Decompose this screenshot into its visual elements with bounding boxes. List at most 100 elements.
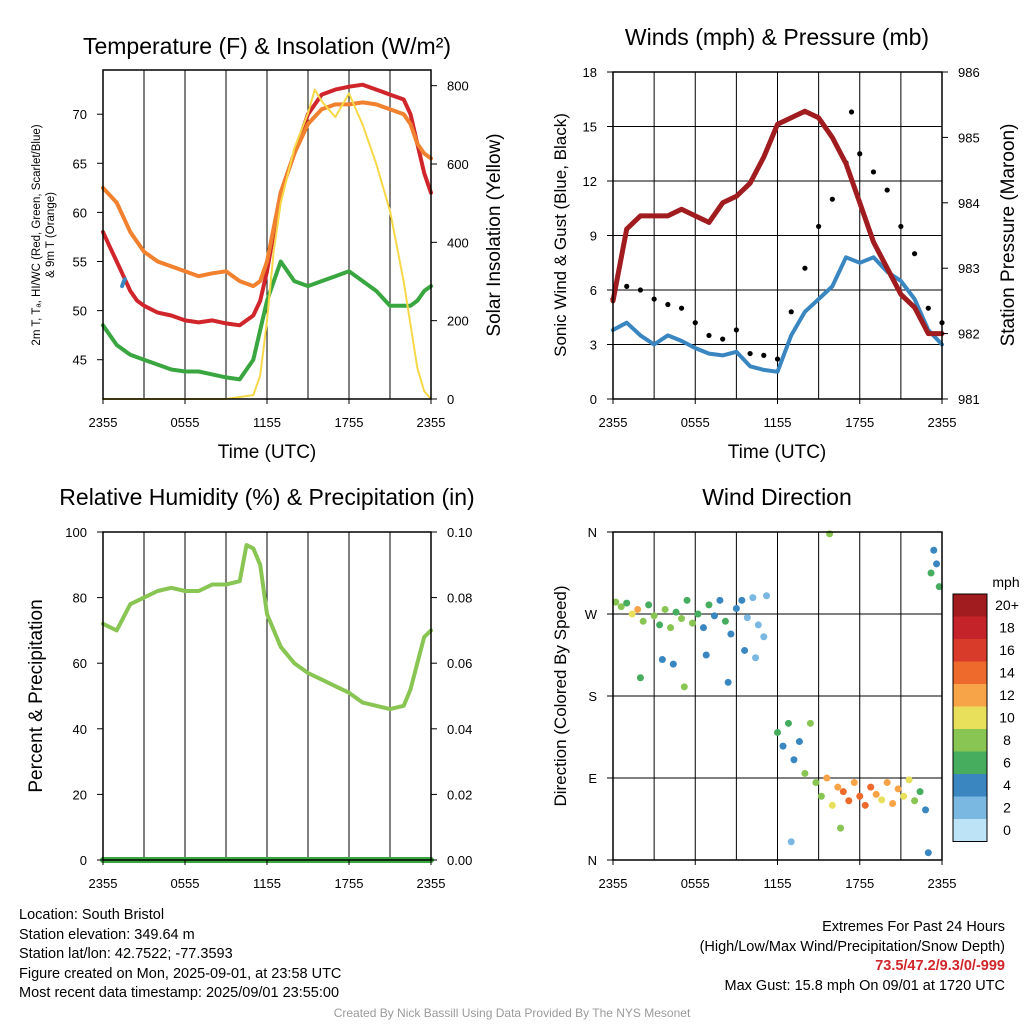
station-location: Location: South Bristol xyxy=(19,907,165,923)
direction-point xyxy=(650,612,658,620)
dir-ytick-label: E xyxy=(588,771,597,786)
direction-point xyxy=(645,601,653,609)
direction-point xyxy=(636,674,644,682)
direction-point xyxy=(900,792,908,800)
wind-ytick-label: 18 xyxy=(583,65,597,80)
wind-series-group xyxy=(610,108,945,374)
colorbar-swatch xyxy=(953,661,987,684)
direction-point xyxy=(828,801,836,809)
rh-ylabel-left: Percent & Precipitation xyxy=(26,599,47,792)
direction-point xyxy=(795,738,803,746)
direction-point xyxy=(823,774,831,782)
direction-point xyxy=(724,678,732,686)
extremes-values: 73.5/47.2/9.3/0/-999 xyxy=(875,958,1005,974)
colorbar-swatch xyxy=(953,706,987,729)
direction-point xyxy=(850,779,858,787)
rh-xtick-label: 2355 xyxy=(417,876,446,891)
colorbar-swatch xyxy=(953,819,987,842)
colorbar-label: 12 xyxy=(999,687,1015,703)
wind-ytick-label: 12 xyxy=(583,174,597,189)
direction-point xyxy=(702,651,710,659)
colorbar: 20+ 18 16 14 12 10 8 6 4 2 0 xyxy=(952,593,1019,842)
direction-point xyxy=(790,756,798,764)
colorbar-label: 6 xyxy=(1003,755,1011,771)
colorbar-label: 20+ xyxy=(995,597,1019,613)
colorbar-frame xyxy=(952,593,988,842)
direction-point xyxy=(779,742,787,750)
rh-ytick-label: 40 xyxy=(73,722,87,737)
colorbar-label: 2 xyxy=(1003,800,1011,816)
direction-point xyxy=(710,612,718,620)
direction-point xyxy=(743,614,751,622)
gust-point xyxy=(720,336,726,342)
direction-point xyxy=(867,783,875,791)
gust-point xyxy=(816,223,822,230)
direction-point xyxy=(916,788,924,796)
gust-point xyxy=(925,305,931,311)
colorbar-title: mph xyxy=(992,574,1019,590)
rh-ytick-label: 20 xyxy=(73,787,87,802)
wind-y2tick-label: 983 xyxy=(958,261,980,276)
wind-xtick-label: 1155 xyxy=(764,415,792,430)
temp-series-group xyxy=(101,82,433,400)
direction-point xyxy=(872,790,880,798)
direction-point xyxy=(878,796,886,804)
temp-panel: 2355 0555 1155 1755 2355 45 50 55 60 65 70 0 200 400 6… xyxy=(73,69,469,430)
gust-point xyxy=(747,350,753,357)
colorbar-label: 14 xyxy=(999,665,1015,681)
direction-point xyxy=(905,776,913,784)
temp-y2tick-label: 400 xyxy=(447,235,469,250)
wind-xtick-label: 0555 xyxy=(681,415,710,430)
wind-y2tick-label: 984 xyxy=(958,196,980,211)
temp-xtick-label: 0555 xyxy=(171,415,200,430)
temp-ytick-label: 50 xyxy=(73,304,87,319)
direction-point xyxy=(658,656,666,664)
colorbar-swatch xyxy=(953,616,987,639)
direction-point xyxy=(806,719,814,727)
temp-y2tick-label: 600 xyxy=(447,157,469,172)
direction-point xyxy=(694,610,702,618)
wind-ytick-label: 3 xyxy=(590,338,597,353)
colorbar-swatch xyxy=(953,796,987,819)
temp-y2tick-label: 200 xyxy=(447,314,469,329)
gust-point xyxy=(706,332,712,339)
wind-ytick-label: 9 xyxy=(590,229,597,244)
direction-point xyxy=(716,596,724,604)
colorbar-label: 16 xyxy=(999,642,1015,658)
direction-point xyxy=(760,633,768,641)
temp-ylabel-right: Solar Insolation (Yellow) xyxy=(484,133,505,336)
wind-ylabel-right: Station Pressure (Maroon) xyxy=(998,124,1019,347)
gust-point xyxy=(829,196,835,202)
temp-ytick-label: 45 xyxy=(73,353,87,368)
direction-point xyxy=(784,719,792,727)
temp-xtick-label: 2355 xyxy=(417,415,446,430)
direction-point xyxy=(894,785,902,793)
wind-ytick-label: 0 xyxy=(590,392,597,407)
rh-y2tick-label: 0.04 xyxy=(447,722,472,737)
wind-ytick-label: 6 xyxy=(590,283,597,298)
direction-point xyxy=(639,617,647,625)
series-9m-t xyxy=(101,100,433,289)
direction-point xyxy=(680,683,688,691)
wind-grid xyxy=(613,72,942,399)
gust-point xyxy=(857,151,863,157)
direction-point xyxy=(721,617,729,625)
temp-xlabel: Time (UTC) xyxy=(218,442,317,463)
colorbar-swatch xyxy=(953,684,987,707)
direction-point xyxy=(741,646,749,654)
colorbar-swatch xyxy=(953,774,987,797)
gust-point xyxy=(898,223,904,230)
rh-panel: 2355 0555 1155 1755 23550204060801000.000.02… xyxy=(65,525,472,891)
wind-xtick-label: 2355 xyxy=(599,415,628,430)
rh-ytick-label: 60 xyxy=(73,656,87,671)
credit-line: Created By Nick Bassill Using Data Provi… xyxy=(333,1006,691,1020)
temp-xtick-label: 1755 xyxy=(335,415,364,430)
gust-point xyxy=(802,265,808,271)
direction-point xyxy=(927,569,935,577)
direction-point xyxy=(845,797,853,805)
direction-point xyxy=(661,605,669,613)
direction-point xyxy=(678,615,686,623)
recent-timestamp: Most recent data timestamp: 2025/09/01 2… xyxy=(19,985,340,1001)
direction-point xyxy=(883,779,891,787)
